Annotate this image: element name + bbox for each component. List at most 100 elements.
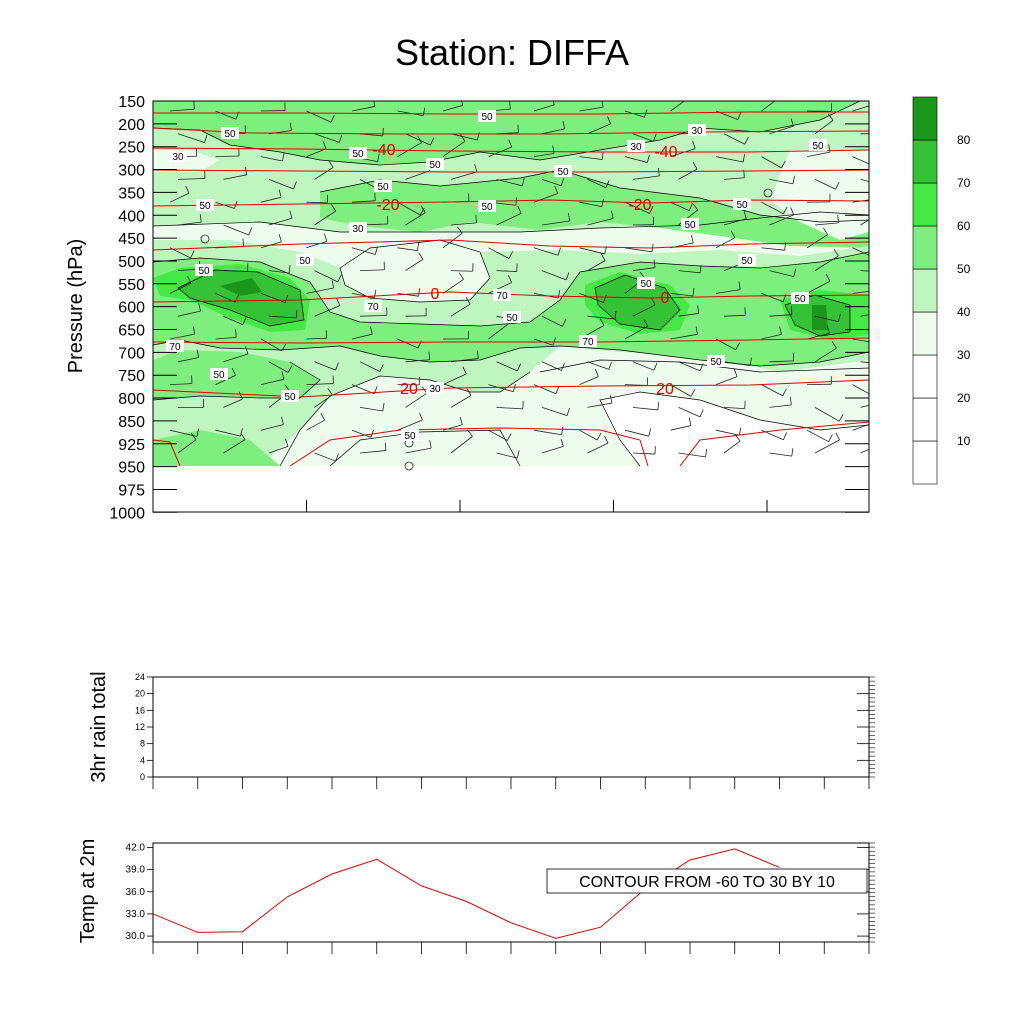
- wind-barb-flag: [825, 274, 831, 282]
- wind-barb-flag: [196, 349, 200, 358]
- wind-barb-flag: [601, 198, 604, 207]
- wind-barb-flag: [475, 214, 477, 223]
- wind-barb: [579, 429, 598, 441]
- wind-barb: [314, 133, 340, 143]
- wind-barb: [761, 247, 785, 251]
- wind-barb: [223, 353, 249, 363]
- wind-barb-flag: [827, 113, 834, 121]
- temperature-line: [153, 421, 869, 466]
- wind-barb: [405, 258, 424, 271]
- wind-barb: [670, 384, 692, 397]
- colorbar-label: 80: [957, 133, 971, 147]
- colorbar-label: 70: [957, 176, 971, 190]
- contour-label: 50: [506, 313, 518, 324]
- wind-barb: [488, 247, 510, 259]
- wind-barb-flag: [242, 317, 247, 325]
- wind-barb: [670, 201, 690, 211]
- wind-barb: [761, 384, 783, 397]
- wind-barb-flag: [688, 88, 693, 94]
- wind-barb: [678, 452, 706, 458]
- wind-barb: [488, 384, 514, 393]
- wind-barb: [260, 338, 282, 352]
- contour-label: 50: [640, 279, 652, 290]
- contour-label: 50: [224, 129, 236, 140]
- wind-barb-flag: [517, 205, 522, 214]
- temperature-label: -20: [376, 197, 399, 214]
- wind-barb: [860, 448, 869, 454]
- wind-barb-flag: [462, 366, 467, 375]
- contour-label: 50: [812, 141, 824, 152]
- wind-barb-flag: [335, 453, 339, 462]
- y-tick-label: 33.0: [126, 909, 146, 920]
- contour-label: 50: [741, 256, 753, 267]
- wind-barb: [488, 322, 511, 340]
- wind-barb-flag: [384, 442, 387, 451]
- y-tick-label: 200: [118, 117, 145, 134]
- wind-barb: [215, 337, 237, 340]
- contour-label-bg: [374, 180, 392, 192]
- temperature-line: [153, 379, 869, 398]
- wind-barb: [678, 270, 701, 274]
- contour-label-bg: [426, 382, 444, 394]
- wind-barb-flag: [782, 388, 787, 397]
- wind-barb-flag: [377, 153, 380, 162]
- wind-barb-flag: [877, 437, 880, 444]
- contour-label: 50: [352, 149, 364, 160]
- colorbar-label: 40: [957, 305, 971, 319]
- wind-barb-flag: [238, 391, 243, 400]
- contour-labels: 30 50 50 50 50 30 30 50 50 50 50 50 30 50 50 50 50 50 70 70…: [166, 110, 827, 442]
- y-tick-label: 39.0: [126, 865, 146, 876]
- wind-barb-flag: [561, 426, 564, 435]
- wind-barb: [852, 384, 869, 395]
- wind-barb-flag: [508, 139, 513, 148]
- wind-barb-flag: [374, 246, 378, 255]
- wind-barb: [351, 106, 375, 112]
- temperature-label: -40: [372, 142, 395, 159]
- contour-label: 50: [404, 431, 416, 442]
- temperature-line: [153, 169, 869, 173]
- wind-barb-flag: [476, 350, 479, 359]
- wind-barb: [806, 280, 831, 294]
- y-tick-label: 12: [135, 722, 145, 732]
- wind-barb: [587, 260, 606, 271]
- temperature-line: [153, 147, 869, 153]
- wind-barb: [359, 269, 385, 271]
- wind-barb-flag: [284, 294, 289, 303]
- wind-barb-flag: [790, 118, 794, 127]
- wind-barb-flag: [322, 141, 327, 149]
- wind-barb-flag: [882, 177, 884, 185]
- wind-barb-flag: [601, 101, 604, 108]
- wind-barb: [806, 333, 830, 340]
- wind-barb: [533, 104, 555, 112]
- wind-barb-flag: [735, 342, 740, 350]
- wind-barb: [223, 270, 248, 272]
- wind-barb: [397, 142, 422, 157]
- contour-line: [339, 239, 491, 303]
- wind-barb: [169, 383, 193, 385]
- wind-barb: [541, 407, 568, 416]
- y-tick-label: 42.0: [126, 842, 146, 853]
- wind-barb-flag: [697, 305, 700, 314]
- wind-barb-flag: [198, 303, 201, 312]
- wind-barb: [260, 196, 282, 203]
- wind-barb: [624, 325, 648, 340]
- fill-band-70-80-center: [595, 275, 680, 330]
- wind-barb: [442, 140, 466, 157]
- wind-barb: [624, 247, 653, 253]
- wind-barb: [632, 133, 654, 142]
- contour-line: [599, 391, 869, 466]
- wind-barb: [670, 293, 694, 297]
- contour-label: 50: [794, 294, 806, 305]
- wind-barb: [579, 156, 603, 160]
- contour-label: 30: [691, 126, 703, 137]
- wind-barb: [260, 293, 286, 303]
- wind-barb-flag: [594, 369, 599, 377]
- wind-barb: [678, 407, 701, 418]
- wind-barb: [223, 315, 243, 326]
- wind-barb: [306, 148, 327, 157]
- wind-barb-flag: [331, 280, 335, 289]
- wind-barb: [260, 424, 284, 431]
- wind-barb-flag: [608, 361, 612, 370]
- wind-barb-flag: [190, 250, 195, 259]
- wind-barb-flag: [692, 140, 696, 149]
